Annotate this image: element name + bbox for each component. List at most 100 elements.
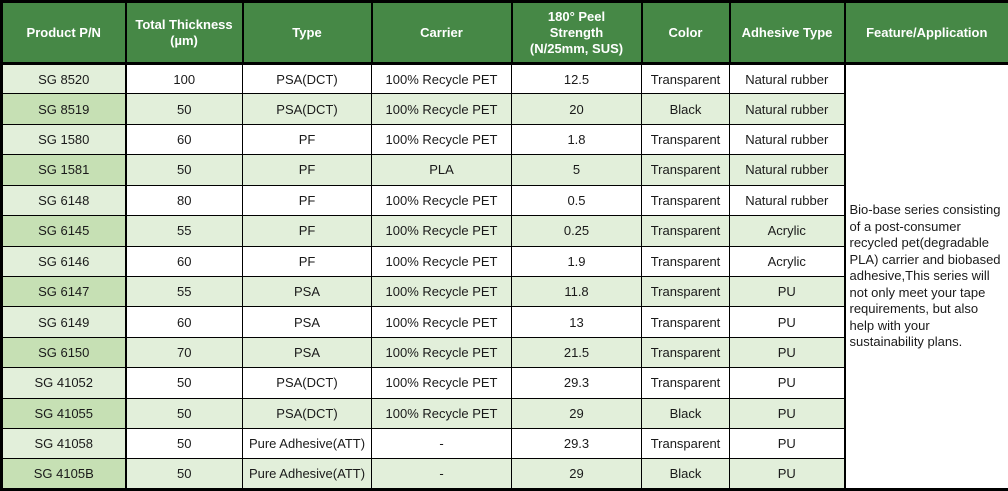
table-body: SG 8520 100 PSA(DCT) 100% Recycle PET 12.5 Tr… [1, 62, 1008, 490]
cell-type: PSA(DCT) [242, 93, 372, 125]
cell-carrier: 100% Recycle PET [371, 215, 512, 247]
table-header: Product P/N Total Thickness (µm) Type Carri… [0, 0, 1008, 65]
cell-pn: SG 6147 [1, 275, 127, 308]
cell-type: PSA(DCT) [242, 62, 372, 95]
cell-carrier: 100% Recycle PET [371, 245, 512, 277]
column-header-color: Color [640, 0, 731, 65]
table-row: SG 6147 55 PSA 100% Recycle PET 11.8 Transpar… [1, 275, 1008, 308]
cell-carrier: 100% Recycle PET [371, 367, 512, 399]
cell-thickness: 60 [125, 245, 243, 277]
cell-adhesive: Natural rubber [729, 93, 845, 125]
cell-carrier: 100% Recycle PET [371, 306, 512, 338]
cell-thickness: 50 [125, 397, 243, 430]
cell-type: PF [242, 154, 372, 186]
cell-carrier: - [371, 428, 512, 460]
cell-peel: 29.3 [511, 428, 642, 460]
column-header-peel: 180° Peel Strength (N/25mm, SUS) [510, 0, 643, 65]
table-row: SG 6149 60 PSA 100% Recycle PET 13 Transparen… [1, 306, 1008, 338]
table-row: SG 6145 55 PF 100% Recycle PET 0.25 Transpare… [1, 215, 1008, 247]
cell-thickness: 50 [125, 367, 243, 399]
table-row: SG 41052 50 PSA(DCT) 100% Recycle PET 29.3 Tr… [1, 367, 1008, 399]
table-row: SG 6146 60 PF 100% Recycle PET 1.9 Transparen… [1, 245, 1008, 277]
cell-color: Transparent [641, 245, 730, 277]
cell-pn: SG 41058 [1, 428, 127, 460]
cell-adhesive: PU [729, 397, 845, 430]
cell-carrier: 100% Recycle PET [371, 62, 512, 95]
feature-application-cell: Bio-base series consisting of a post-con… [843, 63, 1008, 490]
cell-adhesive: PU [729, 458, 845, 490]
cell-adhesive: PU [729, 428, 845, 460]
cell-type: PF [242, 123, 372, 156]
cell-thickness: 100 [125, 62, 243, 95]
cell-thickness: 50 [125, 428, 243, 460]
cell-thickness: 55 [125, 275, 243, 308]
cell-peel: 21.5 [511, 336, 642, 369]
cell-pn: SG 6146 [1, 245, 127, 277]
cell-pn: SG 8519 [1, 93, 127, 125]
cell-peel: 29.3 [511, 367, 642, 399]
cell-carrier: 100% Recycle PET [371, 336, 512, 369]
cell-pn: SG 41052 [1, 367, 127, 399]
cell-carrier: 100% Recycle PET [371, 123, 512, 156]
cell-thickness: 55 [125, 215, 243, 247]
cell-carrier: PLA [371, 154, 512, 186]
cell-pn: SG 41055 [1, 397, 127, 430]
column-header-carrier: Carrier [370, 0, 513, 65]
cell-pn: SG 1581 [1, 154, 127, 186]
cell-carrier: - [371, 458, 512, 490]
cell-pn: SG 4105B [1, 458, 127, 490]
column-header-thickness: Total Thickness (µm) [124, 0, 244, 65]
cell-thickness: 80 [125, 184, 243, 217]
cell-color: Black [641, 458, 730, 490]
cell-peel: 0.25 [511, 215, 642, 247]
header-row: Product P/N Total Thickness (µm) Type Carri… [0, 0, 1008, 65]
cell-thickness: 50 [125, 154, 243, 186]
table-row: SG 6150 70 PSA 100% Recycle PET 21.5 Transpar… [1, 336, 1008, 369]
cell-pn: SG 6150 [1, 336, 127, 369]
cell-type: PF [242, 215, 372, 247]
cell-pn: SG 6148 [1, 184, 127, 217]
cell-carrier: 100% Recycle PET [371, 397, 512, 430]
cell-adhesive: Acrylic [729, 215, 845, 247]
cell-peel: 11.8 [511, 275, 642, 308]
cell-peel: 29 [511, 397, 642, 430]
table-row: SG 1581 50 PF PLA 5 Transparent Natural rubber [1, 154, 1008, 186]
column-header-feature: Feature/Application [843, 0, 1008, 65]
cell-peel: 5 [511, 154, 642, 186]
cell-type: PSA [242, 306, 372, 338]
cell-adhesive: Natural rubber [729, 62, 845, 95]
table-row: SG 41058 50 Pure Adhesive(ATT) -29.3 Transpa… [1, 428, 1008, 460]
cell-pn: SG 6145 [1, 215, 127, 247]
cell-adhesive: Natural rubber [729, 184, 845, 217]
cell-adhesive: PU [729, 336, 845, 369]
cell-thickness: 60 [125, 123, 243, 156]
cell-color: Transparent [641, 428, 730, 460]
cell-type: PSA [242, 336, 372, 369]
cell-peel: 1.9 [511, 245, 642, 277]
cell-peel: 20 [511, 93, 642, 125]
cell-type: Pure Adhesive(ATT) [242, 428, 372, 460]
cell-pn: SG 1580 [1, 123, 127, 156]
cell-thickness: 50 [125, 458, 243, 490]
cell-thickness: 50 [125, 93, 243, 125]
cell-type: PF [242, 184, 372, 217]
cell-color: Transparent [641, 154, 730, 186]
cell-color: Black [641, 397, 730, 430]
table-row: SG 1580 60 PF 100% Recycle PET 1.8 Transparen… [1, 123, 1008, 156]
cell-adhesive: PU [729, 306, 845, 338]
cell-thickness: 70 [125, 336, 243, 369]
table-row: SG 41055 50 PSA(DCT) 100% Recycle PET 29 Blac… [1, 397, 1008, 430]
cell-carrier: 100% Recycle PET [371, 93, 512, 125]
table-row: SG 4105B 50 Pure Adhesive(ATT) -29 Black PU [1, 458, 1008, 490]
cell-pn: SG 6149 [1, 306, 127, 338]
cell-peel: 0.5 [511, 184, 642, 217]
table-row: SG 8519 50 PSA(DCT) 100% Recycle PET 20 Black… [1, 93, 1008, 125]
table-row: SG 8520 100 PSA(DCT) 100% Recycle PET 12.5 Tr… [1, 62, 1008, 490]
cell-adhesive: Acrylic [729, 245, 845, 277]
column-header-type: Type [241, 0, 373, 65]
cell-peel: 12.5 [511, 62, 642, 95]
cell-adhesive: Natural rubber [729, 154, 845, 186]
cell-carrier: 100% Recycle PET [371, 275, 512, 308]
